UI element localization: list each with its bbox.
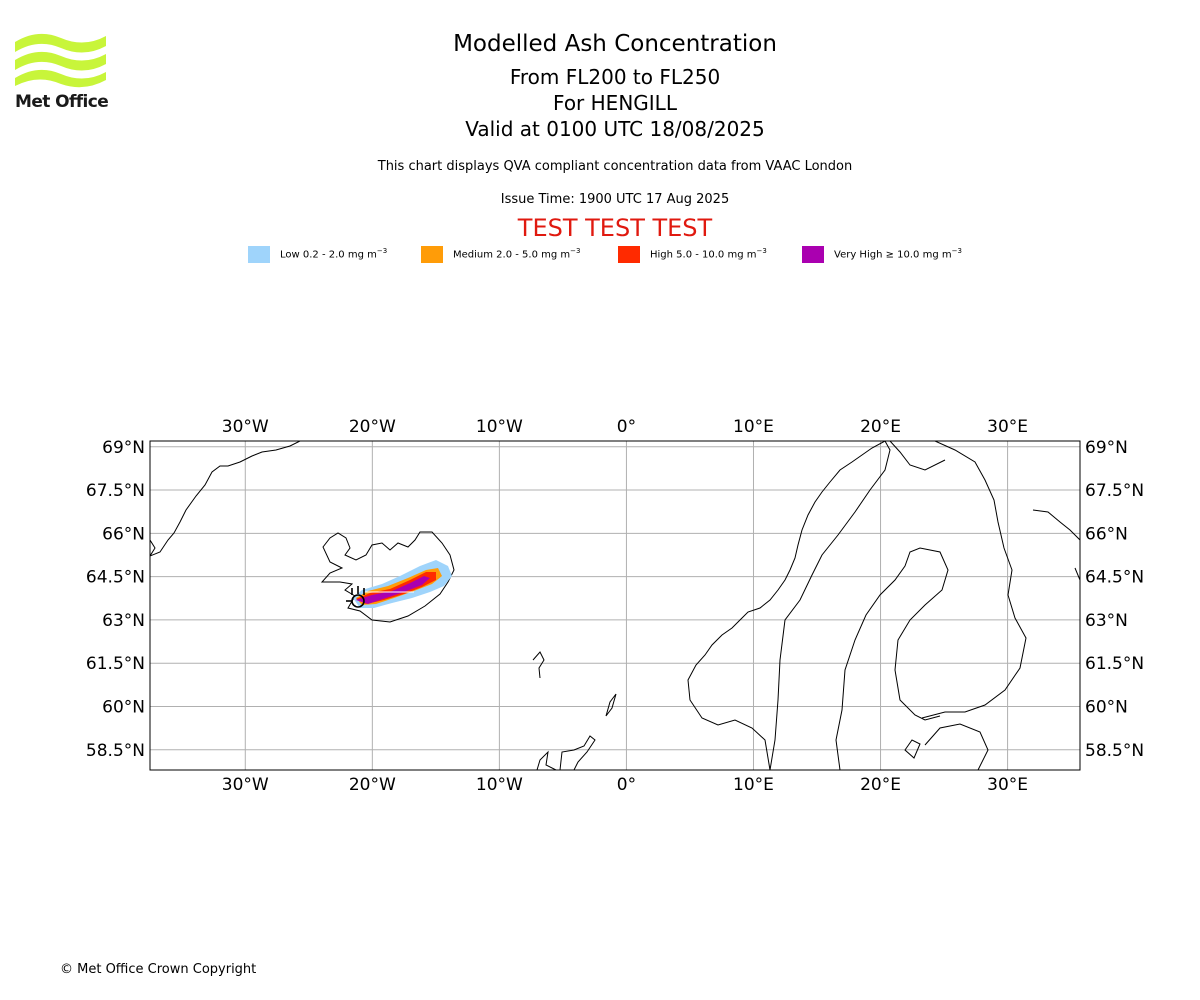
lon-tick-label-top: 30°E (987, 417, 1028, 437)
lon-tick-label-bottom: 30°W (222, 775, 269, 795)
legend-label-medium: Medium 2.0 - 5.0 mg m−3 (453, 247, 581, 261)
legend-item-very-high: Very High ≥ 10.0 mg m−3 (802, 244, 962, 264)
lat-tick-label-left: 58.5°N (86, 741, 145, 761)
test-banner: TEST TEST TEST (517, 214, 713, 242)
legend-item-low: Low 0.2 - 2.0 mg m−3 (248, 244, 387, 264)
chart-title: Modelled Ash Concentration (453, 31, 777, 57)
greenland-coast (150, 441, 301, 557)
lon-tick-label-bottom: 30°E (987, 775, 1028, 795)
lat-tick-label-right: 63°N (1085, 611, 1128, 631)
lat-tick-label-left: 60°N (102, 698, 145, 718)
lat-tick-label-left: 63°N (102, 611, 145, 631)
lon-tick-label-top: 10°W (476, 417, 523, 437)
lat-tick-label-right: 60°N (1085, 698, 1128, 718)
legend-item-high: High 5.0 - 10.0 mg m−3 (618, 244, 767, 264)
lat-tick-label-right: 58.5°N (1085, 741, 1144, 761)
norway-coast (687, 441, 886, 770)
met-office-logo-icon (15, 33, 106, 88)
lat-tick-label-left: 67.5°N (86, 481, 145, 501)
legend-label-low: Low 0.2 - 2.0 mg m−3 (280, 247, 388, 261)
lat-tick-label-right: 66°N (1085, 524, 1128, 544)
lon-tick-label-top: 10°E (733, 417, 774, 437)
map-frame (149, 440, 1081, 771)
lat-tick-label-left: 64.5°N (86, 568, 145, 588)
issue-time: Issue Time: 1900 UTC 17 Aug 2025 (500, 192, 730, 207)
chart-subtitle: This chart displays QVA compliant concen… (377, 159, 853, 174)
lat-tick-label-right: 69°N (1085, 438, 1128, 458)
orkney-coast (559, 735, 596, 770)
faroe-coast (532, 651, 545, 679)
scotland-coast (536, 750, 557, 770)
lon-tick-label-bottom: 20°E (860, 775, 901, 795)
legend-label-high: High 5.0 - 10.0 mg m−3 (650, 247, 767, 261)
legend-item-medium: Medium 2.0 - 5.0 mg m−3 (421, 244, 580, 264)
copyright-text: © Met Office Crown Copyright (60, 962, 257, 977)
lon-tick-label-top: 20°W (349, 417, 396, 437)
iceland-coast (320, 531, 455, 623)
lon-tick-label-bottom: 20°W (349, 775, 396, 795)
lon-tick-label-top: 20°E (860, 417, 901, 437)
kola-coast (1032, 509, 1080, 581)
lon-tick-label-bottom: 10°E (733, 775, 774, 795)
valid-time: Valid at 0100 UTC 18/08/2025 (465, 117, 765, 141)
scandinavian-border (769, 441, 891, 770)
lat-tick-label-left: 69°N (102, 438, 145, 458)
lat-tick-label-right: 67.5°N (1085, 481, 1144, 501)
volcano-marker-icon (346, 586, 365, 608)
lat-tick-label-left: 61.5°N (86, 654, 145, 674)
plume-very-high (356, 576, 430, 604)
legend-swatch-medium (421, 245, 443, 263)
lat-tick-label-right: 61.5°N (1085, 654, 1144, 674)
flight-levels: From FL200 to FL250 (509, 65, 721, 89)
legend-label-very-high: Very High ≥ 10.0 mg m−3 (834, 247, 962, 261)
sweden-coast (835, 547, 949, 770)
ash-plume (353, 560, 452, 608)
logo-text: Met Office (15, 92, 109, 112)
lon-tick-label-bottom: 0° (617, 775, 636, 795)
lon-tick-label-top: 30°W (222, 417, 269, 437)
lat-tick-label-left: 66°N (102, 524, 145, 544)
legend-swatch-high (618, 245, 640, 263)
map-gridlines (150, 441, 1080, 770)
lat-tick-label-right: 64.5°N (1085, 568, 1144, 588)
legend-swatch-low (248, 245, 270, 263)
lon-tick-label-top: 0° (617, 417, 636, 437)
shetland-coast (605, 693, 617, 717)
lon-tick-label-bottom: 10°W (476, 775, 523, 795)
coastlines (150, 441, 1080, 770)
estonia-coast (904, 723, 989, 770)
volcano-name: For HENGILL (553, 91, 677, 115)
legend-swatch-very-high (802, 245, 824, 263)
map-axis-labels: 30°W 30°W 20°W 20°W 10°W 10°W 0° 0° 10°E 10°E 20°E… (86, 417, 1144, 795)
finland-coast (889, 441, 1027, 719)
